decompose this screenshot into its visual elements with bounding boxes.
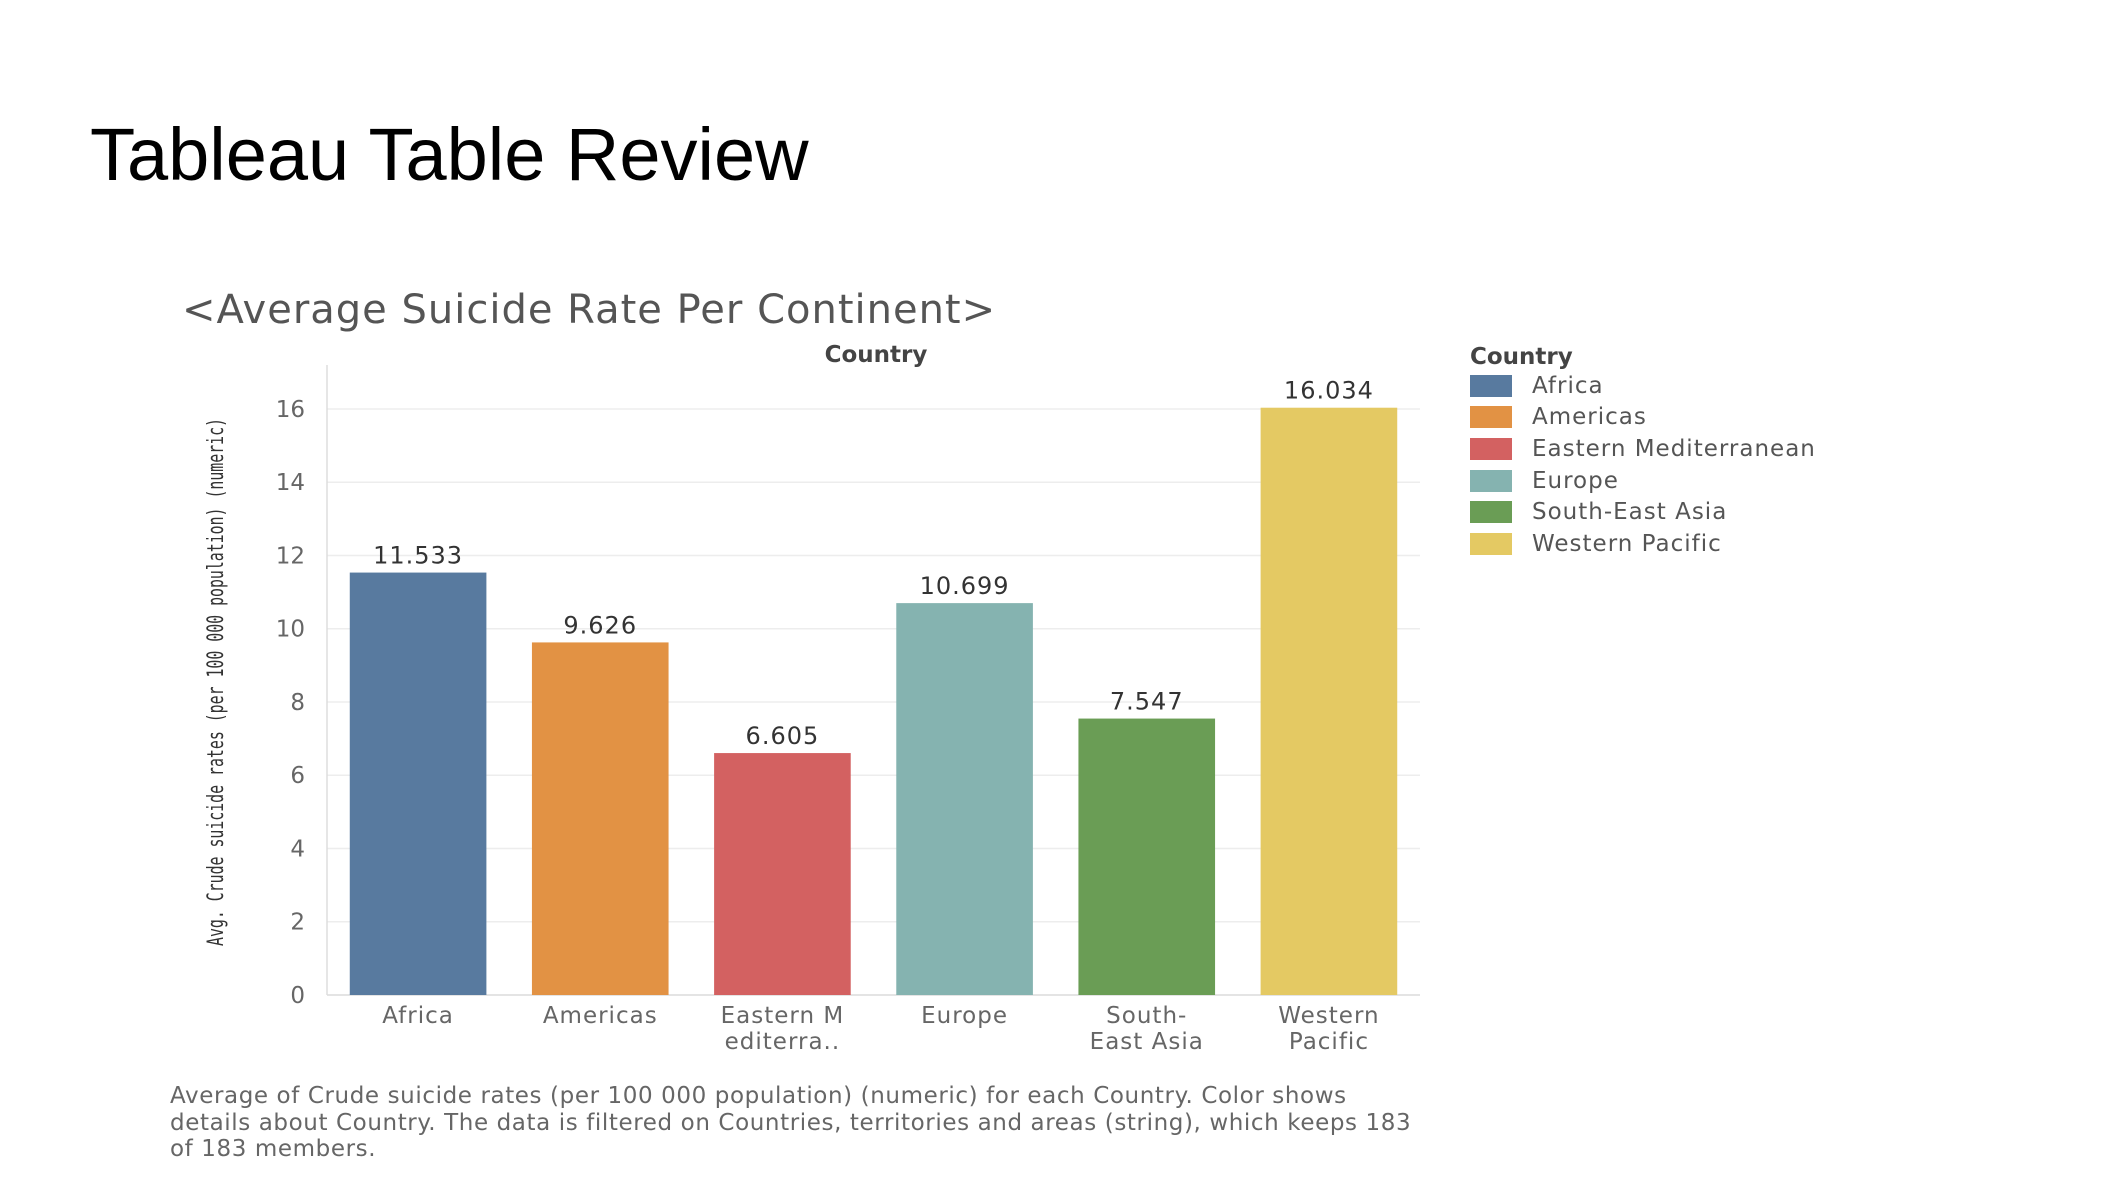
bar [531, 642, 669, 995]
legend-item[interactable]: Western Pacific [1470, 528, 1816, 560]
y-tick-label: 14 [276, 470, 305, 496]
bar [349, 572, 487, 995]
legend-swatch [1470, 437, 1512, 460]
legend-label: South-East Asia [1532, 499, 1728, 526]
x-tick-label: Americas [543, 1003, 658, 1029]
legend-swatch [1470, 374, 1512, 397]
bar [896, 603, 1033, 995]
bars [349, 407, 1398, 995]
y-tick-label: 4 [290, 836, 305, 862]
y-axis-label: Avg. Crude suicide rates (per 100 000 po… [204, 418, 229, 946]
legend-items: Africa Americas Eastern Mediterranean Europ… [1470, 370, 1816, 560]
bar [714, 753, 851, 995]
data-label: 16.034 [1284, 377, 1374, 405]
legend-label: Europe [1532, 467, 1619, 494]
x-tick-label: Eastern M [721, 1003, 845, 1029]
legend-label: Western Pacific [1532, 530, 1722, 557]
legend-swatch [1470, 532, 1512, 555]
slide-title: Tableau Table Review [90, 113, 809, 196]
legend-item[interactable]: Americas [1470, 402, 1816, 434]
x-tick-label: South- [1106, 1003, 1187, 1029]
legend-item[interactable]: Africa [1470, 370, 1816, 402]
x-tick-label: editerra.. [725, 1029, 841, 1055]
x-tick-label: Europe [921, 1003, 1008, 1029]
x-tick-label: East Asia [1090, 1029, 1204, 1055]
chart-caption: Average of Crude suicide rates (per 100 … [170, 1083, 1412, 1162]
legend-item[interactable]: Eastern Mediterranean [1470, 433, 1816, 465]
bar [1078, 718, 1216, 995]
y-tick-label: 12 [276, 543, 305, 569]
legend-label: Africa [1532, 372, 1604, 399]
gridlines [327, 408, 1420, 996]
legend-label: Americas [1532, 404, 1647, 431]
data-label: 7.547 [1110, 688, 1184, 716]
legend-item[interactable]: South-East Asia [1470, 496, 1816, 528]
legend-swatch [1470, 469, 1512, 492]
data-label: 9.626 [563, 611, 637, 639]
legend-swatch [1470, 406, 1512, 429]
legend: Country Africa Americas Eastern Mediterran… [1470, 344, 1816, 560]
axes [326, 365, 1420, 996]
x-tick-label: Pacific [1289, 1029, 1369, 1055]
bar [1260, 407, 1398, 995]
y-tick-label: 10 [276, 617, 305, 643]
y-tick-label: 2 [290, 910, 305, 936]
legend-swatch [1470, 501, 1512, 524]
legend-item[interactable]: Europe [1470, 465, 1816, 497]
x-tick-label: Western [1278, 1003, 1379, 1029]
data-label: 10.699 [920, 572, 1010, 600]
bar-chart: 11.533 9.626 6.605 10.699 7.547 16.034 0 2 4 6 8 1… [204, 342, 1420, 1055]
legend-title: Country [1470, 344, 1573, 370]
tick-labels: 0 2 4 6 8 10 12 14 16 Africa Americas Eastern Medit… [276, 397, 1379, 1055]
data-labels: 11.533 9.626 6.605 10.699 7.547 16.034 [373, 377, 1374, 750]
chart-title: <Average Suicide Rate Per Continent> [182, 287, 997, 333]
column-header: Country [825, 342, 928, 368]
y-tick-label: 6 [290, 763, 305, 789]
y-tick-label: 8 [290, 690, 305, 716]
data-label: 6.605 [746, 722, 820, 750]
legend-label: Eastern Mediterranean [1532, 435, 1816, 462]
x-tick-label: Africa [382, 1003, 454, 1029]
y-tick-label: 16 [276, 397, 305, 423]
y-tick-label: 0 [290, 983, 305, 1009]
data-label: 11.533 [373, 542, 463, 570]
